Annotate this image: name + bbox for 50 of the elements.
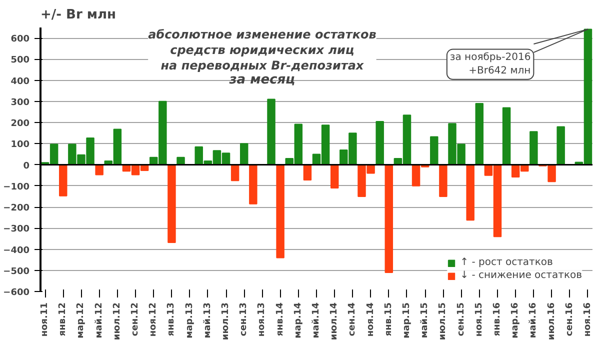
x-tick-label: сен.13 [239, 302, 250, 336]
x-tick-label: ноя.14 [366, 302, 376, 337]
y-tick-label: −100 [3, 182, 30, 192]
y-tick-label: 400 [10, 76, 30, 87]
x-tick-label: янв.12 [58, 302, 68, 336]
x-tick-label: май.12 [94, 302, 104, 338]
y-tick-label: 300 [10, 98, 30, 108]
x-tick-label: мар.16 [510, 302, 521, 338]
x-tick-label: июл.16 [546, 302, 557, 340]
x-tick-label: ноя.15 [474, 302, 484, 337]
x-tick-label: янв.15 [384, 302, 394, 336]
y-tick-label: −200 [3, 204, 30, 214]
x-tick-label: июл.13 [221, 302, 232, 340]
x-tick-label: май.14 [312, 302, 322, 338]
text: абсолютное изменение остатков средств юридических лиц на переводных Br-депозитах [148, 28, 377, 72]
x-tick-label: ноя.13 [257, 302, 268, 337]
x-tick-label: мар.12 [76, 302, 86, 338]
x-tick-label: мар.13 [184, 302, 195, 338]
x-tick-label: май.15 [420, 302, 430, 338]
x-tick-label: июл.12 [112, 302, 122, 340]
x-tick-label: янв.13 [166, 302, 177, 336]
y-tick-label: 100 [10, 140, 30, 150]
x-tick-label: мар.15 [402, 302, 412, 338]
x-tick-label: сен.14 [348, 302, 358, 336]
y-tick-label: −500 [3, 266, 30, 277]
y-tick-label: −600 [3, 288, 30, 298]
x-tick-label: ноя.16 [582, 302, 593, 337]
x-tick-label: май.16 [528, 302, 539, 338]
y-tick-label: 600 [10, 34, 30, 45]
x-tick-label: сен.12 [130, 302, 141, 336]
y-tick-label: 500 [10, 56, 30, 66]
y-tick-label: −400 [3, 246, 30, 256]
x-tick-label: сен.15 [456, 302, 466, 336]
x-tick-label: мар.14 [293, 302, 304, 338]
x-tick-label: июл.15 [438, 302, 448, 340]
annotation: за ноябрь-2016 +Br642 млн [450, 52, 531, 76]
y-tick-label: 200 [10, 119, 30, 130]
legend-label: ↑ - рост остатков [460, 257, 553, 268]
text: за месяц [228, 72, 296, 88]
y-axis-title: +/- Br млн [40, 8, 116, 22]
x-tick-label: ноя.11 [40, 302, 50, 337]
x-tick-label: янв.16 [492, 302, 502, 336]
x-tick-label: июл.14 [330, 302, 340, 340]
x-tick-label: ноя.12 [148, 302, 159, 337]
x-tick-label: май.13 [202, 302, 213, 338]
x-tick-label: сен.16 [564, 302, 575, 336]
legend-label: ↓ - снижение остатков [460, 270, 582, 281]
y-tick-label: −300 [3, 224, 30, 235]
y-tick-label: 0 [23, 161, 30, 172]
x-tick-label: янв.14 [275, 302, 286, 336]
